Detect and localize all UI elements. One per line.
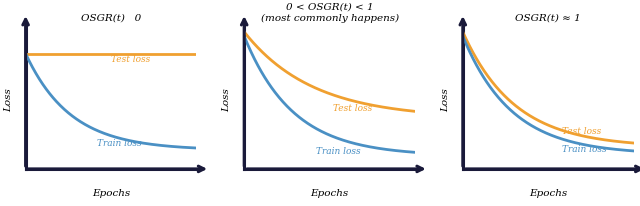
Text: Train loss: Train loss <box>97 139 142 148</box>
Text: Epochs: Epochs <box>92 189 130 198</box>
Text: Loss: Loss <box>223 88 232 112</box>
Title: OSGR(t)   0: OSGR(t) 0 <box>81 14 141 22</box>
Text: Loss: Loss <box>441 88 450 112</box>
Text: Test loss: Test loss <box>111 55 150 64</box>
Text: Train loss: Train loss <box>316 147 360 157</box>
Text: Epochs: Epochs <box>529 189 567 198</box>
Text: Test loss: Test loss <box>562 127 601 136</box>
Text: Loss: Loss <box>4 88 13 112</box>
Title: OSGR(t) ≈ 1: OSGR(t) ≈ 1 <box>515 14 581 22</box>
Title: 0 < OSGR(t) < 1
(most commonly happens): 0 < OSGR(t) < 1 (most commonly happens) <box>260 3 399 22</box>
Text: Train loss: Train loss <box>562 145 607 154</box>
Text: Epochs: Epochs <box>310 189 349 198</box>
Text: Test loss: Test loss <box>333 104 372 113</box>
